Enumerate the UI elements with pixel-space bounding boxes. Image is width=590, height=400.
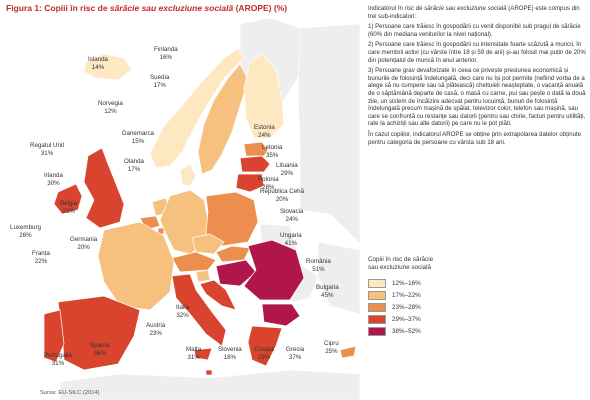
label-luxemburg: Luxemburg 26% <box>10 224 41 239</box>
label-irlanda: Irlanda 30% <box>44 172 63 187</box>
info-point-1: 1) Persoane care trăiesc în gospodării c… <box>368 23 581 38</box>
country-românia <box>243 239 305 301</box>
country-malta <box>205 369 213 376</box>
country-bulgaria <box>261 303 301 327</box>
country-danemarca <box>179 163 197 187</box>
label-finlanda: Finlanda 16% <box>154 46 178 61</box>
indicator-description: Indicatorul în risc de sărăcie sau exclu… <box>368 5 586 149</box>
label-germania: Germania 20% <box>70 236 98 251</box>
legend-row: 38%–52% <box>368 326 518 337</box>
label-polonia: Polonia 28% <box>258 176 279 191</box>
label-danemarca: Danemarca 15% <box>122 130 154 145</box>
country-republica-cehă <box>191 233 225 255</box>
legend-swatch <box>368 279 386 288</box>
europe-map <box>43 17 361 400</box>
label-portugalia: Portugalia 31% <box>44 352 72 367</box>
legend-title: Copiii în risc de sărăcie sau excluziune … <box>368 256 434 271</box>
label-romania: România 51% <box>306 258 331 273</box>
legend-row: 23%–28% <box>368 302 518 313</box>
label-republica-ceha: Republica Cehă 20% <box>260 188 305 203</box>
country-lituania <box>235 173 265 193</box>
info-intro: Indicatorul în risc de sărăcie sau exclu… <box>368 5 580 20</box>
country-austria <box>171 251 217 273</box>
figure-title: Figura 1: Copiii în risc de sărăcie sau … <box>6 3 288 13</box>
country-regatul-unit <box>83 147 125 229</box>
country-ungaria <box>215 259 257 287</box>
country-irlanda <box>53 183 83 215</box>
country-portugalia <box>43 309 65 363</box>
label-estonia: Estonia 24% <box>254 124 275 139</box>
label-norvegia: Norvegia 12% <box>98 100 123 115</box>
legend-swatch <box>368 291 386 300</box>
label-bulgaria: Bulgaria 45% <box>316 284 339 299</box>
country-italia <box>171 273 227 361</box>
info-note: În cazul copiilor, indicatorul AROPE se … <box>368 130 582 146</box>
country-franța <box>97 221 175 311</box>
country-luxemburg <box>157 227 165 235</box>
label-malta: Malta 31% <box>186 346 202 361</box>
label-slovacia: Slovacia 24% <box>280 208 304 223</box>
legend-swatch <box>368 327 386 336</box>
country-norvegia <box>149 47 245 169</box>
label-austria: Austria 23% <box>146 322 166 337</box>
map-legend: Copiii în risc de sărăcie sau excluziune … <box>368 256 518 338</box>
label-italia: Italia 32% <box>176 304 190 319</box>
label-croatia: Croația 29% <box>254 346 274 361</box>
legend-row: 12%–16% <box>368 278 518 289</box>
label-grecia: Grecia 37% <box>286 346 305 361</box>
info-point-3: 3) Persoane grav devaforizate în ceea ce… <box>368 67 586 128</box>
label-ungaria: Ungaria 41% <box>280 232 302 247</box>
label-suedia: Suedia 17% <box>150 74 170 89</box>
legend-swatch <box>368 315 386 324</box>
source-note: Sursa: EU-SILC (2014) <box>40 390 100 396</box>
country-estonia <box>243 141 269 157</box>
label-spania: Spania 36% <box>90 342 110 357</box>
info-point-2: 2) Persoane care trăiesc în gospodării c… <box>368 41 586 64</box>
country-cipru <box>339 345 357 359</box>
country-polonia <box>205 191 259 247</box>
label-cipru: Cipru 25% <box>324 340 339 355</box>
label-letonia: Letonia 35% <box>262 144 283 159</box>
label-islanda: Islanda 14% <box>88 56 108 71</box>
country-letonia <box>239 155 271 173</box>
country-grecia <box>247 325 283 367</box>
label-franta: Franța 22% <box>32 250 50 265</box>
label-slovenia: Slovenia 18% <box>218 346 242 361</box>
eu-countries <box>43 47 357 376</box>
country-slovacia <box>215 245 251 263</box>
label-olanda: Olanda 17% <box>124 158 144 173</box>
country-islanda <box>83 53 133 81</box>
legend-swatch <box>368 303 386 312</box>
country-croația <box>199 279 237 311</box>
legend-row: 17%–22% <box>368 290 518 301</box>
label-regatul-unit: Regatul Unit 31% <box>30 142 65 157</box>
label-belgia: Belgia 23% <box>60 200 78 215</box>
label-lituania: Lituania 29% <box>276 162 298 177</box>
country-slovenia <box>195 269 211 283</box>
legend-row: 29%–37% <box>368 314 518 325</box>
country-finlanda <box>243 53 285 139</box>
